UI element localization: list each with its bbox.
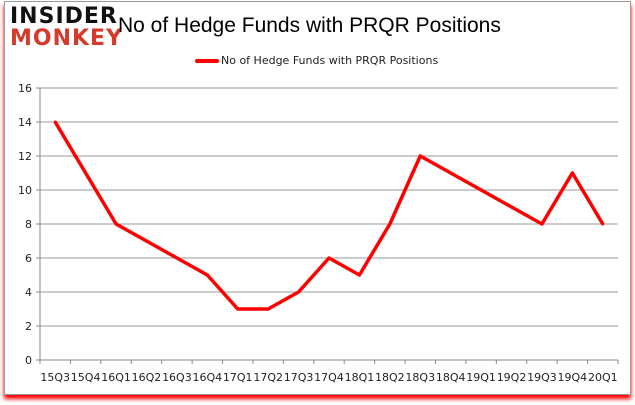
- data-point: [175, 256, 179, 260]
- legend: No of Hedge Funds with PRQR Positions: [195, 54, 438, 67]
- legend-swatch: [195, 58, 219, 63]
- logo-line-2: MONKEY: [10, 26, 124, 51]
- y-tick-label: 6: [25, 252, 32, 265]
- logo-line-1: INSIDER: [10, 4, 118, 29]
- data-point: [236, 307, 240, 311]
- data-point: [479, 188, 483, 192]
- y-tick-label: 16: [18, 82, 32, 95]
- x-tick-label: 15Q4: [71, 371, 101, 384]
- y-tick-label: 4: [25, 286, 32, 299]
- x-tick-label: 17Q1: [223, 371, 253, 384]
- x-tick-label: 16Q2: [132, 371, 162, 384]
- y-tick-label: 0: [25, 354, 32, 367]
- data-point: [570, 171, 574, 175]
- chart-frame: [4, 1, 631, 395]
- insider-monkey-logo: INSIDER MONKEY: [10, 6, 123, 50]
- data-point: [418, 154, 422, 158]
- series-line: [53, 121, 605, 311]
- data-point: [388, 222, 392, 226]
- x-tick-label: 15Q3: [40, 371, 70, 384]
- x-tick-label: 17Q3: [284, 371, 314, 384]
- x-tick-label: 19Q3: [527, 371, 557, 384]
- data-point: [53, 120, 57, 124]
- y-tick-label: 12: [18, 150, 32, 163]
- data-point: [266, 307, 270, 311]
- x-tick-label: 18Q3: [405, 371, 435, 384]
- data-point: [205, 273, 209, 277]
- data-point: [449, 171, 453, 175]
- data-point: [540, 222, 544, 226]
- x-tick-label: 16Q1: [101, 371, 131, 384]
- x-tick-label: 19Q2: [497, 371, 527, 384]
- data-point: [601, 222, 605, 226]
- x-tick-label: 17Q4: [314, 371, 344, 384]
- x-tick-label: 18Q2: [375, 371, 405, 384]
- x-tick-label: 20Q1: [588, 371, 618, 384]
- data-point: [327, 256, 331, 260]
- x-tick-label: 19Q4: [558, 371, 588, 384]
- data-point: [357, 273, 361, 277]
- data-point: [144, 239, 148, 243]
- y-tick-label: 14: [18, 116, 32, 129]
- y-tick-label: 8: [25, 218, 32, 231]
- legend-label: No of Hedge Funds with PRQR Positions: [221, 54, 439, 67]
- data-point: [297, 290, 301, 294]
- y-tick-label: 10: [18, 184, 32, 197]
- y-tick-label: 2: [25, 320, 32, 333]
- data-point: [510, 205, 514, 209]
- data-point: [114, 222, 118, 226]
- chart-title: No of Hedge Funds with PRQR Positions: [118, 14, 501, 37]
- x-tick-label: 17Q2: [253, 371, 283, 384]
- data-point: [84, 171, 88, 175]
- x-tick-label: 18Q1: [345, 371, 375, 384]
- x-tick-label: 16Q4: [192, 371, 222, 384]
- x-tick-label: 16Q3: [162, 371, 192, 384]
- x-tick-label: 19Q1: [466, 371, 496, 384]
- x-tick-label: 18Q4: [436, 371, 466, 384]
